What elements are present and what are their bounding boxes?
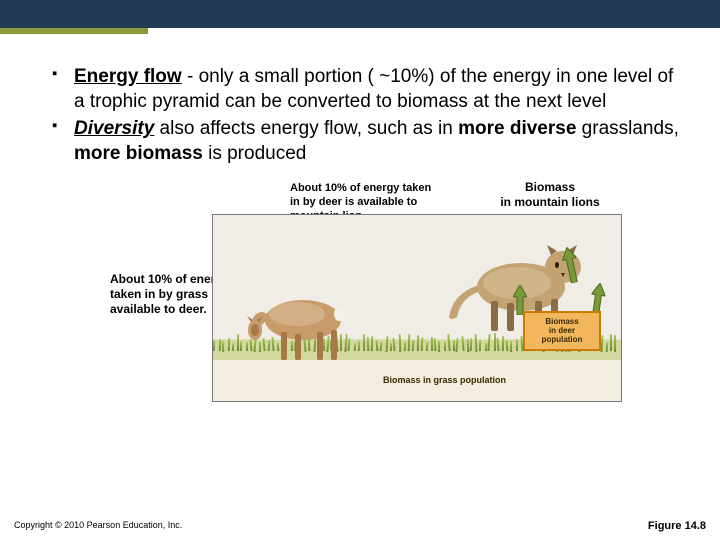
illustration-panel: Biomass in deer population Biomass in gr…	[212, 214, 622, 402]
bullet-rest-3: more biomass	[74, 143, 203, 164]
figure-container: Biomass in mountain lions About 10% of e…	[110, 174, 630, 434]
bullet-energy-flow: Energy flow - only a small portion ( ~10…	[52, 64, 688, 114]
bullet-term: Diversity	[74, 118, 154, 139]
bullet-rest-2: grasslands,	[576, 118, 678, 139]
bullet-list: Energy flow - only a small portion ( ~10…	[52, 64, 688, 166]
bullet-rest-1: more diverse	[458, 118, 576, 139]
figure-number: Figure 14.8	[648, 520, 706, 532]
deer-icon	[241, 270, 371, 365]
bullet-diversity: Diversity also affects energy flow, such…	[52, 116, 688, 166]
lion-biomass-label: Biomass in mountain lions	[490, 180, 610, 209]
deer-biomass-box: Biomass in deer population	[523, 311, 601, 351]
footer: Copyright © 2010 Pearson Education, Inc.…	[14, 520, 706, 532]
slide-content: Energy flow - only a small portion ( ~10…	[0, 34, 720, 434]
grass-biomass-label: Biomass in grass population	[383, 375, 506, 385]
title-bar	[0, 0, 720, 28]
bullet-rest-4: is produced	[203, 143, 307, 164]
bullet-rest-0: also affects energy flow, such as in	[154, 118, 458, 139]
arrow-icon	[589, 282, 607, 314]
bullet-term: Energy flow	[74, 66, 182, 87]
copyright-text: Copyright © 2010 Pearson Education, Inc.	[14, 520, 182, 532]
